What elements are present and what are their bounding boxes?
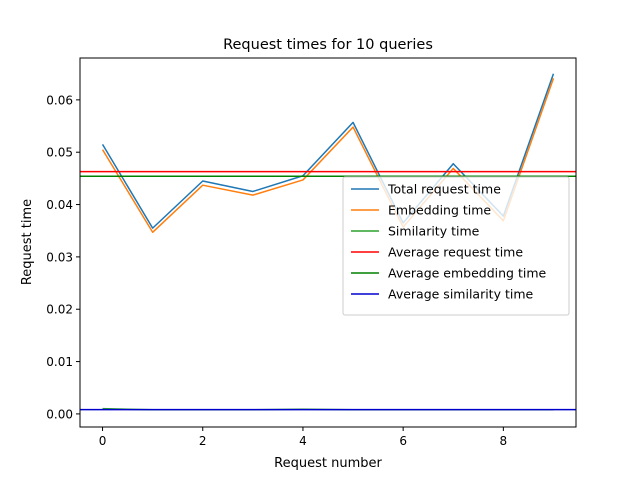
plot-frame	[79, 57, 577, 428]
legend-label: Average request time	[388, 245, 523, 260]
legend-label: Average similarity time	[388, 287, 534, 302]
legend-label: Similarity time	[388, 224, 480, 239]
y-tick-label: 0.03	[46, 250, 73, 264]
x-tick-label: 6	[399, 434, 407, 448]
legend-label: Embedding time	[388, 203, 491, 218]
y-tick-label: 0.01	[46, 355, 73, 369]
legend-label: Average embedding time	[388, 266, 547, 281]
legend-label: Total request time	[387, 182, 501, 197]
x-axis-label: Request number	[274, 456, 382, 471]
x-tick-label: 0	[99, 434, 107, 448]
y-axis-label: Request time	[20, 199, 35, 285]
y-tick-label: 0.06	[46, 93, 73, 107]
y-tick-label: 0.05	[46, 146, 73, 160]
chart-title: Request times for 10 queries	[223, 37, 433, 53]
y-tick-label: 0.02	[46, 303, 73, 317]
y-tick-label: 0.04	[46, 198, 73, 212]
y-tick-label: 0.00	[46, 407, 73, 421]
x-tick-label: 2	[199, 434, 207, 448]
legend-box	[342, 176, 570, 316]
x-axis: 0 2 4 6 8	[99, 427, 507, 448]
x-tick-label: 4	[299, 434, 307, 448]
x-tick-label: 8	[500, 434, 508, 448]
plot-series	[80, 73, 576, 411]
y-axis: 0.00 0.01 0.02 0.03 0.04 0.05 0.06	[46, 93, 80, 421]
legend: Total request time Embedding time Similari…	[342, 176, 570, 316]
